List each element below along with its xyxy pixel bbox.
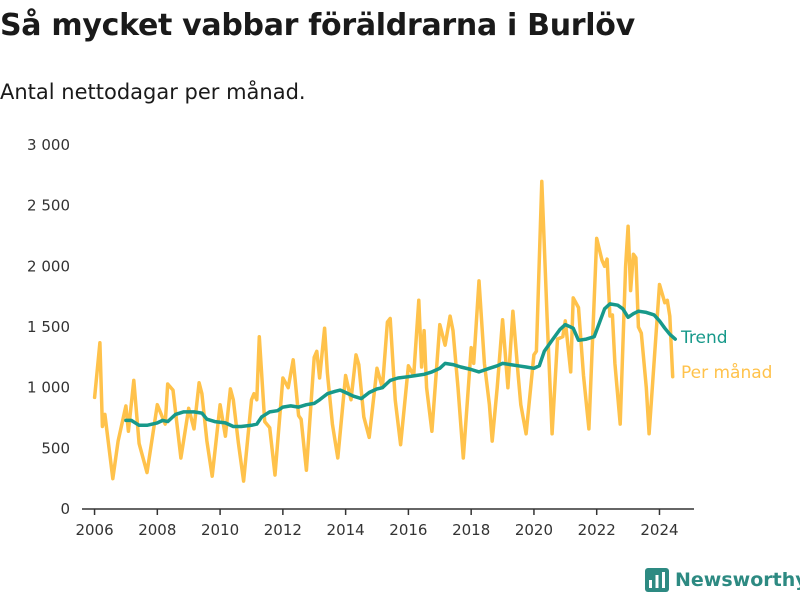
- x-tick-label: 2014: [327, 521, 365, 539]
- chart-subtitle: Antal nettodagar per månad.: [0, 80, 306, 104]
- x-tick-label: 2012: [264, 521, 302, 539]
- chart-title: Så mycket vabbar föräldrarna i Burlöv: [0, 8, 635, 43]
- x-axis: 2006 2008 2010 2012 2014 2016 2018 2020 2022 2024: [75, 508, 694, 539]
- y-tick-label: 0: [60, 500, 70, 518]
- series-line-per-manad: [92, 179, 675, 483]
- y-axis: 0 500 1 000 1 500 2 000 2 500 3 000: [27, 136, 70, 518]
- x-tick-label: 2024: [640, 521, 678, 539]
- x-tick-label: 2010: [201, 521, 239, 539]
- y-tick-label: 1 500: [27, 318, 70, 336]
- newsworthy-logo: Newsworthy: [645, 568, 800, 592]
- x-tick-label: 2006: [75, 521, 113, 539]
- legend-label-trend: Trend: [680, 328, 728, 348]
- y-tick-label: 3 000: [27, 136, 70, 154]
- x-tick-label: 2018: [452, 521, 490, 539]
- y-tick-label: 2 500: [27, 197, 70, 215]
- series-line-trend: [124, 302, 677, 429]
- legend-label-per-manad: Per månad: [681, 362, 772, 383]
- legend: Trend Per månad: [680, 328, 772, 383]
- x-tick-label: 2016: [389, 521, 427, 539]
- series-layer: [92, 179, 677, 483]
- y-tick-label: 1 000: [27, 379, 70, 397]
- x-tick-label: 2008: [138, 521, 176, 539]
- y-tick-label: 2 000: [27, 257, 70, 275]
- x-tick-label: 2020: [515, 521, 553, 539]
- brand-name: Newsworthy: [675, 569, 800, 591]
- bar-chart-logo-icon: [645, 568, 669, 592]
- x-tick-label: 2022: [578, 521, 616, 539]
- y-tick-label: 500: [41, 439, 70, 457]
